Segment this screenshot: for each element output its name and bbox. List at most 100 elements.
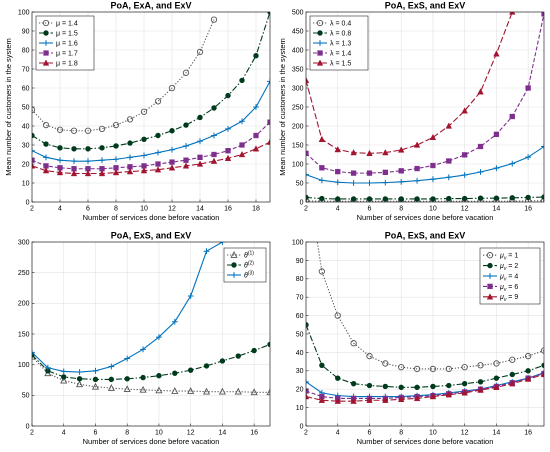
data-point xyxy=(168,84,176,92)
chart-title: PoA, ExS, and ExV xyxy=(385,1,466,11)
y-tick-label: 80 xyxy=(22,47,30,54)
x-tick-label: 6 xyxy=(368,430,372,437)
data-point xyxy=(56,169,64,176)
series-1 xyxy=(316,242,544,373)
data-point xyxy=(154,98,162,105)
data-point xyxy=(350,170,357,176)
data-point xyxy=(382,179,389,186)
data-point xyxy=(32,106,36,113)
x-tick-label: 2 xyxy=(304,206,308,213)
chart-title: PoA, ExS, and ExV xyxy=(385,231,466,241)
data-point xyxy=(156,334,162,340)
data-point xyxy=(366,149,373,157)
data-point xyxy=(541,143,544,150)
y-axis-label: Mean number of customers in the system xyxy=(278,38,287,176)
data-point xyxy=(169,146,175,153)
series-2 xyxy=(32,341,270,383)
y-tick-label: 10 xyxy=(296,405,304,412)
y-tick-label: 250 xyxy=(292,104,304,111)
data-point xyxy=(306,378,309,385)
data-point xyxy=(461,363,468,371)
legend-swatch-marker xyxy=(486,293,494,300)
series-line xyxy=(32,81,270,162)
legend-swatch-marker xyxy=(316,19,324,27)
y-tick-label: 100 xyxy=(18,9,30,16)
data-point xyxy=(99,157,105,164)
data-point xyxy=(113,156,119,163)
data-point xyxy=(197,154,203,160)
legend-label: μ = 1.7 xyxy=(56,50,78,57)
y-tick-label: 40 xyxy=(296,350,304,357)
legend-label: μ = 1.5 xyxy=(56,30,78,37)
data-point xyxy=(306,393,310,400)
x-tick-label: 14 xyxy=(219,430,227,437)
data-point xyxy=(366,382,373,389)
data-point xyxy=(350,149,357,156)
data-point xyxy=(56,126,64,133)
data-point xyxy=(169,159,175,165)
data-point xyxy=(350,180,357,186)
y-tick-label: 50 xyxy=(22,104,30,111)
data-point xyxy=(98,169,106,177)
data-point xyxy=(168,164,176,171)
data-point xyxy=(141,136,147,143)
data-point xyxy=(382,360,389,367)
data-point xyxy=(71,158,77,165)
y-tick-label: 50 xyxy=(22,393,30,400)
data-point xyxy=(493,360,500,367)
data-point xyxy=(156,373,162,379)
legend-item: μ = 1.8 xyxy=(39,59,78,67)
series-line xyxy=(32,19,215,132)
data-point xyxy=(197,114,203,121)
x-axis-label: Number of services done before vacation xyxy=(83,213,220,222)
y-tick-label: 20 xyxy=(22,161,30,168)
legend-item: μ = 1.5 xyxy=(39,30,78,37)
legend-label: μv = 4 xyxy=(499,273,518,282)
data-point xyxy=(92,376,99,383)
x-tick-label: 12 xyxy=(461,206,469,213)
data-point xyxy=(493,165,500,172)
data-point xyxy=(509,371,515,378)
data-point xyxy=(461,172,468,178)
data-point xyxy=(225,148,231,154)
x-tick-label: 4 xyxy=(58,206,62,213)
data-point xyxy=(57,157,63,164)
data-point xyxy=(108,376,115,383)
series-4 xyxy=(306,12,544,176)
data-point xyxy=(187,293,194,299)
x-tick-label: 8 xyxy=(114,206,118,213)
legend-item: λ = 0.8 xyxy=(313,30,351,37)
data-point xyxy=(414,177,420,184)
data-point xyxy=(461,380,468,387)
y-tick-label: 90 xyxy=(22,28,30,35)
data-point xyxy=(42,167,50,174)
legend-item: μv = 6 xyxy=(483,283,518,293)
data-point xyxy=(350,340,357,347)
legend-label: μv = 9 xyxy=(499,294,518,303)
data-point xyxy=(124,355,131,362)
data-point xyxy=(76,369,83,375)
data-point xyxy=(197,138,203,145)
data-point xyxy=(172,370,178,376)
data-point xyxy=(43,141,49,147)
x-tick-label: 4 xyxy=(62,430,66,437)
y-tick-label: 70 xyxy=(22,66,30,73)
legend-item: λ = 1.3 xyxy=(313,40,351,47)
legend-label: λ = 0.4 xyxy=(330,20,351,27)
data-point xyxy=(203,248,210,255)
data-point xyxy=(219,358,226,364)
data-point xyxy=(84,169,92,177)
x-tick-label: 2 xyxy=(30,206,34,213)
y-tick-label: 450 xyxy=(292,28,304,35)
data-point xyxy=(250,388,258,396)
x-tick-label: 4 xyxy=(336,206,340,213)
y-tick-label: 300 xyxy=(292,85,304,92)
x-tick-label: 6 xyxy=(94,430,98,437)
series-2 xyxy=(32,12,270,152)
x-tick-label: 10 xyxy=(429,430,437,437)
x-tick-label: 4 xyxy=(336,430,340,437)
data-point xyxy=(398,168,404,174)
data-point xyxy=(211,151,217,158)
legend: θ(1)θ(2)θ(3) xyxy=(223,247,267,283)
x-tick-label: 12 xyxy=(187,430,195,437)
